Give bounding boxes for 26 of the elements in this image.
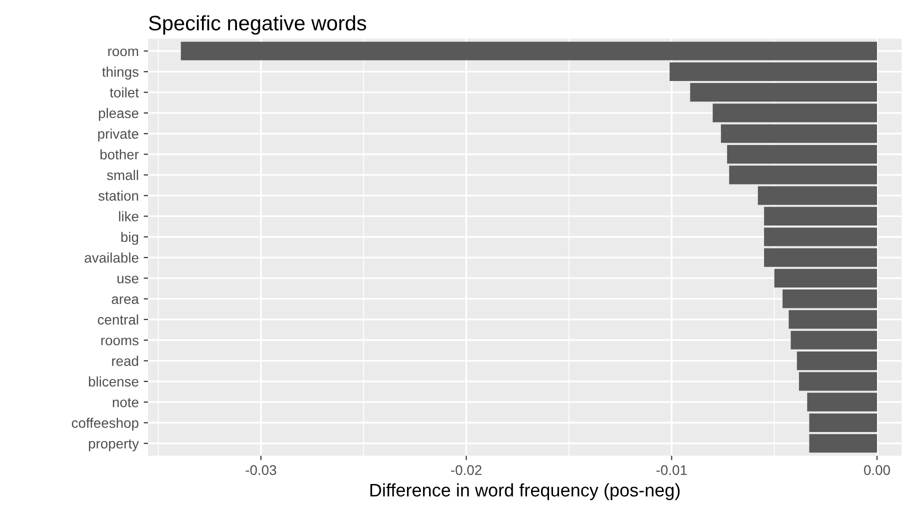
y-tick-label: toilet (110, 87, 139, 98)
y-tick-label: area (112, 296, 139, 304)
y-tick-label: available (84, 252, 138, 263)
y-tick-label: coffeeshop (72, 418, 138, 431)
y-tick-label: central (98, 314, 138, 325)
y-tick-label: things (102, 66, 138, 80)
y-tick-label: bother (100, 149, 139, 160)
y-tick-label: room (108, 48, 138, 56)
y-tick-label: like (119, 211, 138, 222)
y-tick-label: station (98, 190, 138, 201)
y-tick-label: big (121, 232, 138, 245)
y-tick-label: rooms (101, 338, 138, 346)
x-tick-label: -0.03 (246, 465, 276, 476)
y-tick-label: property (88, 439, 139, 452)
y-tick-label: read (112, 356, 138, 366)
x-tick-label: -0.02 (451, 465, 482, 476)
chart-title: Specific negative words (148, 15, 366, 35)
x-axis-title: Difference in word frequency (pos-neg) (370, 483, 680, 500)
y-tick-label: blicense (88, 376, 138, 387)
y-tick-label: private (98, 128, 138, 142)
x-tick-label: 0.00 (864, 465, 890, 476)
y-tick-label: note (112, 398, 138, 408)
y-tick-label: use (117, 276, 138, 284)
x-tick-label: -0.01 (656, 465, 687, 476)
y-tick-label: small (106, 170, 138, 180)
y-tick-label: please (98, 108, 138, 121)
